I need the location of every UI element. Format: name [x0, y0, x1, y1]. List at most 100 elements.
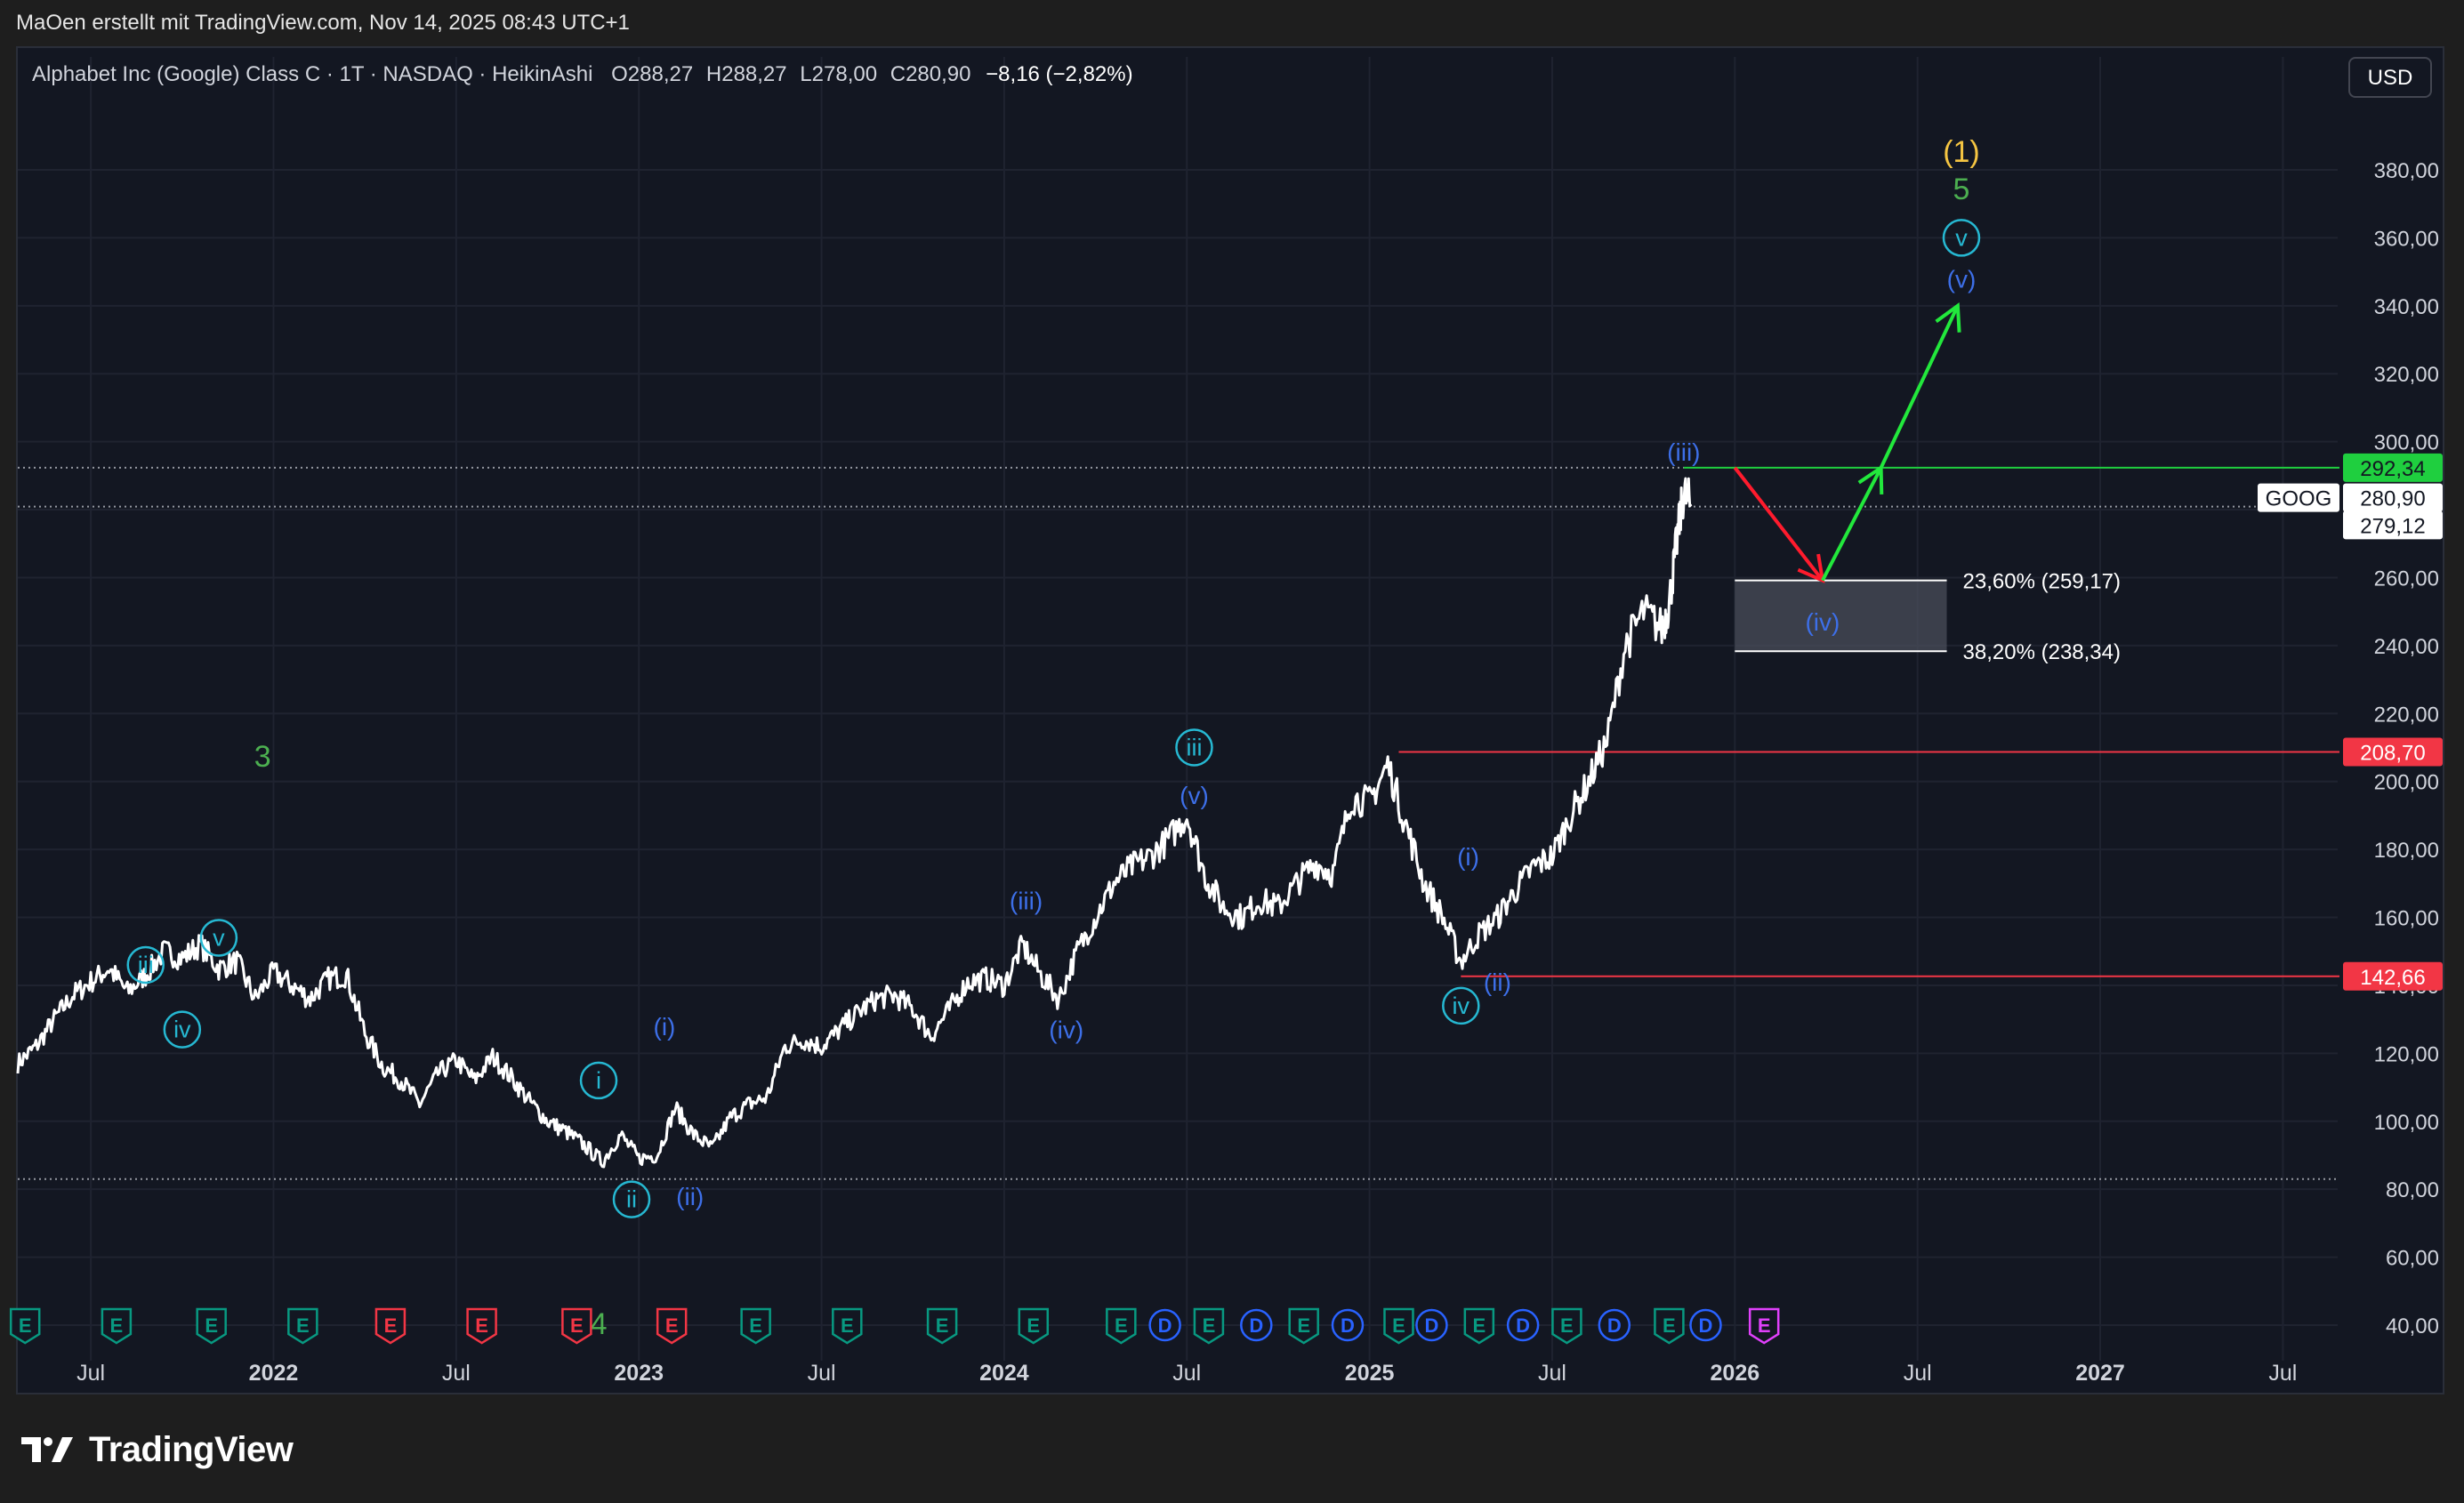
dividend-event-icon[interactable] [1148, 1308, 1181, 1342]
event-label: E [475, 1314, 488, 1337]
wave-label: (ii) [676, 1183, 704, 1210]
wave-label: iii [138, 952, 154, 978]
earnings-event-icon[interactable] [287, 1307, 318, 1345]
y-tick-label: 60,00 [2386, 1247, 2439, 1271]
event-label: E [1663, 1314, 1676, 1337]
earnings-event-icon[interactable] [1551, 1307, 1582, 1345]
dividend-event-icon[interactable] [1240, 1308, 1273, 1342]
dividend-event-icon[interactable] [1598, 1308, 1631, 1342]
x-tick-label: Jul [1538, 1361, 1566, 1386]
event-label: E [1472, 1314, 1486, 1337]
y-tick-label: 260,00 [2374, 567, 2439, 591]
y-tick-label: 180,00 [2374, 839, 2439, 863]
legend-high: 288,27 [721, 62, 787, 86]
wave-label-circle [579, 1061, 618, 1100]
earnings-event-icon[interactable] [740, 1307, 771, 1345]
wave-label: i [596, 1067, 601, 1094]
earnings-event-icon[interactable] [466, 1307, 497, 1345]
event-label: D [1699, 1314, 1713, 1337]
wave-label: iii [1186, 735, 1202, 761]
x-tick-label: Jul [1904, 1361, 1932, 1386]
earnings-event-icon[interactable] [926, 1307, 958, 1345]
price-axis-tag-label: 279,12 [2360, 514, 2425, 538]
event-label: E [1115, 1314, 1128, 1337]
price-axis-tag-label: 142,66 [2360, 966, 2425, 990]
earnings-event-icon[interactable] [1193, 1307, 1225, 1345]
fib-zone [1735, 580, 1947, 652]
earnings-event-icon[interactable] [656, 1307, 688, 1345]
earnings-event-icon[interactable] [1288, 1307, 1319, 1345]
attribution-bar: MaOen erstellt mit TradingView.com, Nov … [0, 0, 2464, 46]
price-axis-tag [2343, 737, 2443, 767]
wave-label: (iii) [1010, 887, 1043, 914]
event-label: E [384, 1314, 398, 1337]
y-tick-label: 300,00 [2374, 431, 2439, 455]
y-tick-label: 200,00 [2374, 771, 2439, 795]
wave-label-circle [1942, 219, 1981, 257]
event-label: E [1203, 1314, 1216, 1337]
legend-open-label: O [611, 62, 628, 86]
y-tick-label: 160,00 [2374, 907, 2439, 931]
dividend-event-icon[interactable] [1415, 1308, 1448, 1342]
event-label: E [110, 1314, 124, 1337]
price-series-line [16, 477, 1693, 1169]
price-axis-tag [2343, 510, 2443, 540]
projection-arrow-green [1821, 466, 1883, 582]
dividend-event-icon[interactable] [1506, 1308, 1540, 1342]
legend-change: −8,16 (−2,82%) [986, 62, 1133, 86]
event-label: D [1249, 1314, 1263, 1337]
symbol-tag [2258, 483, 2339, 512]
event-label: D [1607, 1314, 1622, 1337]
event-label: E [205, 1314, 218, 1337]
projection-arrow-green [1879, 304, 1960, 469]
price-axis-tag [2343, 961, 2443, 991]
wave-label: (1) [1943, 135, 1980, 169]
wave-label: (i) [654, 1013, 676, 1041]
event-label: D [1158, 1314, 1172, 1337]
arrow-head-red [1797, 553, 1825, 583]
x-tick-label: 2023 [614, 1361, 664, 1386]
earnings-event-icon[interactable] [1383, 1307, 1414, 1345]
earnings-event-icon[interactable] [1654, 1307, 1685, 1345]
event-label: D [1424, 1314, 1438, 1337]
attribution-text: MaOen erstellt mit TradingView.com, Nov … [16, 11, 630, 35]
chart-frame[interactable] [16, 46, 2444, 1394]
earnings-event-icon[interactable] [1018, 1307, 1050, 1345]
earnings-event-icon[interactable] [9, 1307, 41, 1345]
earnings-event-icon[interactable] [832, 1307, 863, 1345]
price-axis-tag-label: 280,90 [2360, 487, 2425, 511]
earnings-event-icon[interactable] [374, 1307, 407, 1345]
legend-open: 288,27 [627, 62, 694, 86]
dividend-event-icon[interactable] [1331, 1308, 1365, 1342]
event-label: E [19, 1314, 32, 1337]
arrow-head-green [1935, 302, 1961, 333]
earnings-event-icon[interactable] [1106, 1307, 1137, 1345]
earnings-event-icon[interactable] [561, 1307, 592, 1345]
fib-level-label: 23,60% (259,17) [1963, 570, 2121, 594]
arrow-head-green [1857, 464, 1884, 494]
x-tick-label: 2025 [1345, 1361, 1395, 1386]
earnings-event-icon[interactable] [1748, 1307, 1780, 1345]
earnings-event-icon[interactable] [101, 1307, 133, 1345]
event-label: E [1392, 1314, 1405, 1337]
wave-label: v [1955, 224, 1968, 251]
legend-low-label: L [800, 62, 812, 86]
x-tick-label: 2026 [1711, 1361, 1760, 1386]
y-tick-label: 380,00 [2374, 159, 2439, 183]
price-axis-tag [2343, 483, 2443, 512]
wave-label-circle [1442, 986, 1480, 1025]
dividend-event-icon[interactable] [1689, 1308, 1722, 1342]
wave-label: (v) [1180, 782, 1209, 809]
currency-button[interactable]: USD [2348, 57, 2432, 98]
x-tick-label: Jul [1172, 1361, 1201, 1386]
event-label: E [1027, 1314, 1040, 1337]
event-label: D [1516, 1314, 1530, 1337]
earnings-event-icon[interactable] [1463, 1307, 1495, 1345]
x-tick-label: Jul [76, 1361, 105, 1386]
wave-label: (i) [1457, 843, 1479, 871]
tradingview-footer[interactable]: TradingView [20, 1423, 294, 1476]
x-tick-label: Jul [442, 1361, 471, 1386]
earnings-event-icon[interactable] [196, 1307, 227, 1345]
event-label: E [749, 1314, 762, 1337]
